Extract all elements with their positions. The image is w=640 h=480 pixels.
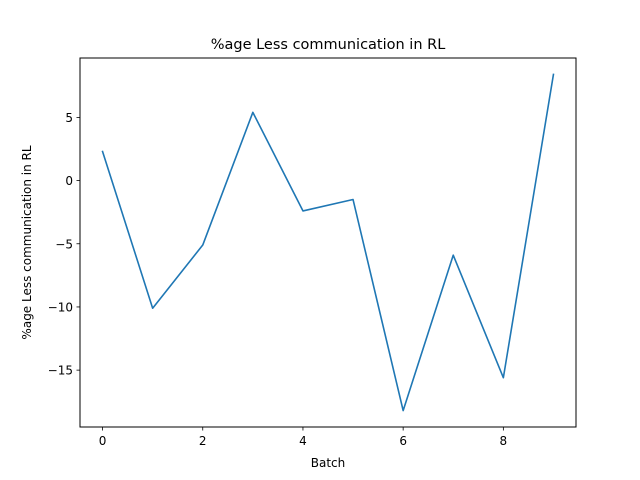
- chart-title: %age Less communication in RL: [211, 37, 446, 53]
- x-tick-label: 4: [299, 434, 307, 448]
- x-axis-title: Batch: [311, 456, 346, 470]
- plot-frame: [79, 57, 577, 428]
- series-line-0: [101, 73, 555, 412]
- x-tick-label: 6: [399, 434, 407, 448]
- y-axis-title: %age Less communication in RL: [20, 145, 34, 339]
- y-tick-label: −5: [55, 237, 73, 251]
- plot-area: [101, 73, 555, 412]
- y-tick-label: 0: [65, 174, 73, 188]
- x-tick-label: 2: [199, 434, 207, 448]
- y-tick-label: −15: [48, 364, 73, 378]
- y-tick-label: 5: [65, 111, 73, 125]
- x-tick-label: 0: [99, 434, 107, 448]
- y-tick-label: −10: [48, 300, 73, 314]
- x-axis: 0 2 4 6 8: [99, 427, 507, 448]
- x-tick-label: 8: [500, 434, 508, 448]
- y-axis: −15 −10 −5 0 5: [48, 111, 80, 378]
